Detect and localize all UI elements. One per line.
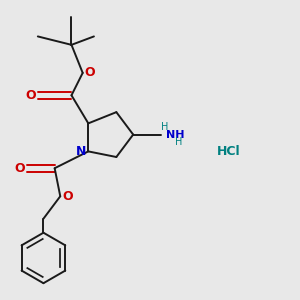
Text: H: H [161,122,168,132]
Text: O: O [84,66,95,80]
Text: NH: NH [166,130,185,140]
Text: N: N [76,145,86,158]
Text: O: O [14,162,25,175]
Text: H: H [175,137,183,147]
Text: O: O [62,190,73,203]
Text: O: O [26,89,36,102]
Text: HCl: HCl [217,145,240,158]
